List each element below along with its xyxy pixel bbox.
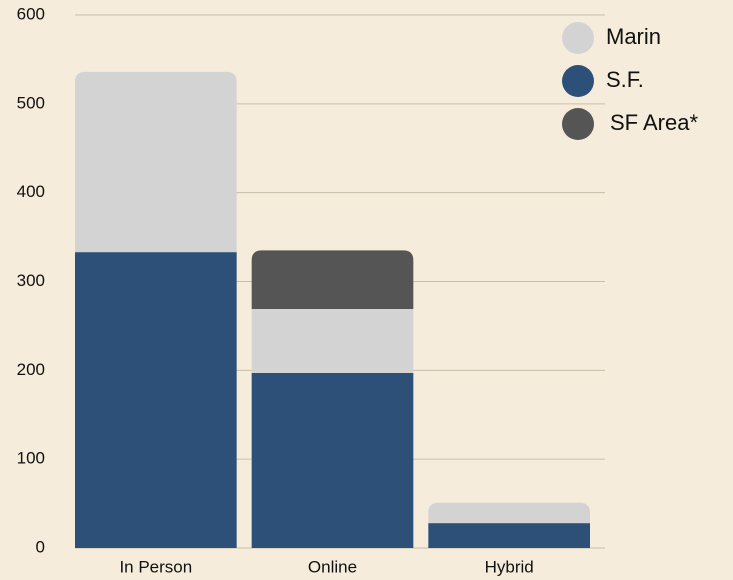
y-tick-label: 0 bbox=[36, 537, 45, 556]
bar-segment bbox=[75, 252, 237, 548]
x-tick-label: Hybrid bbox=[485, 557, 534, 576]
bar-segment bbox=[251, 372, 414, 548]
legend-label: SF Area* bbox=[610, 110, 698, 135]
legend-label: S.F. bbox=[606, 67, 644, 92]
legend-swatch bbox=[562, 108, 594, 140]
x-tick-label: In Person bbox=[119, 557, 192, 576]
y-tick-label: 100 bbox=[17, 449, 45, 468]
y-tick-label: 400 bbox=[17, 182, 45, 201]
bar-segment bbox=[251, 250, 414, 310]
y-tick-label: 200 bbox=[17, 360, 45, 379]
bar-segment bbox=[75, 71, 237, 253]
bar-segment bbox=[428, 502, 590, 524]
bar-segment bbox=[428, 523, 590, 548]
legend-swatch bbox=[562, 22, 594, 54]
legend: Marin S.F. SF Area* bbox=[562, 22, 698, 140]
legend-label: Marin bbox=[606, 24, 661, 49]
y-tick-label: 500 bbox=[17, 93, 45, 112]
y-tick-label: 600 bbox=[17, 4, 45, 23]
y-tick-label: 300 bbox=[17, 271, 45, 290]
bar-segment bbox=[251, 309, 414, 373]
legend-swatch bbox=[562, 65, 594, 97]
x-tick-label: Online bbox=[308, 557, 357, 576]
